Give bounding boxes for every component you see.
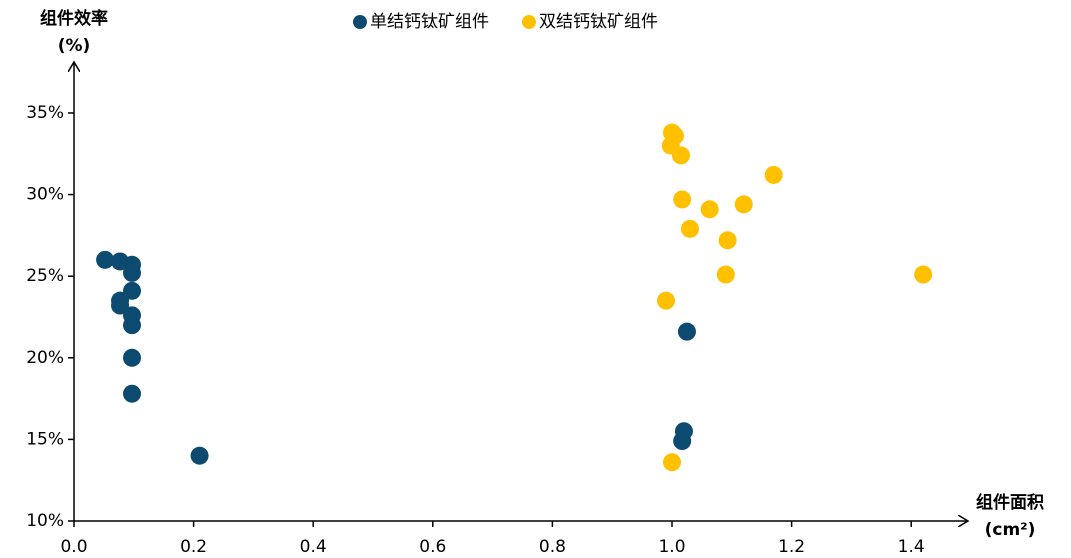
y-axis-label: (%): [58, 36, 91, 56]
x-axis-label: 组件面积: [976, 492, 1044, 513]
y-tick-label: 15%: [26, 429, 64, 449]
x-tick-label: 0.2: [180, 537, 207, 557]
point: [734, 195, 753, 214]
point: [718, 231, 737, 250]
point: [680, 219, 699, 238]
x-tick-label: 0.6: [419, 537, 446, 557]
legend-label: 单结钙钛矿组件: [370, 12, 489, 32]
legend-marker: [522, 15, 536, 29]
x-tick-label: 0.0: [60, 537, 87, 557]
y-tick-label: 10%: [26, 511, 64, 531]
y-axis-label: 组件效率: [40, 8, 108, 29]
point: [123, 384, 142, 403]
point: [123, 281, 142, 300]
point: [700, 200, 719, 219]
point: [914, 265, 933, 284]
point: [123, 348, 142, 367]
x-tick-label: 1.4: [898, 537, 925, 557]
point: [96, 250, 115, 269]
point: [671, 146, 690, 165]
point: [663, 453, 681, 472]
point: [111, 296, 130, 315]
legend-marker: [353, 15, 367, 29]
point: [716, 265, 735, 284]
y-tick-label: 20%: [26, 348, 64, 368]
point: [190, 446, 209, 465]
point: [677, 322, 696, 341]
y-tick-label: 25%: [26, 266, 64, 286]
x-tick-label: 0.8: [539, 537, 566, 557]
point: [764, 165, 783, 184]
point: [673, 432, 692, 451]
legend-label: 双结钙钛矿组件: [539, 12, 658, 32]
point: [657, 291, 676, 310]
point: [123, 263, 142, 282]
x-tick-label: 1.2: [778, 537, 805, 557]
point: [673, 190, 692, 209]
x-axis-label: (cm²): [985, 520, 1036, 540]
x-tick-label: 0.4: [300, 537, 327, 557]
x-tick-label: 1.0: [658, 537, 685, 557]
y-tick-label: 35%: [26, 103, 64, 123]
y-tick-label: 30%: [26, 185, 64, 205]
point: [123, 316, 142, 335]
